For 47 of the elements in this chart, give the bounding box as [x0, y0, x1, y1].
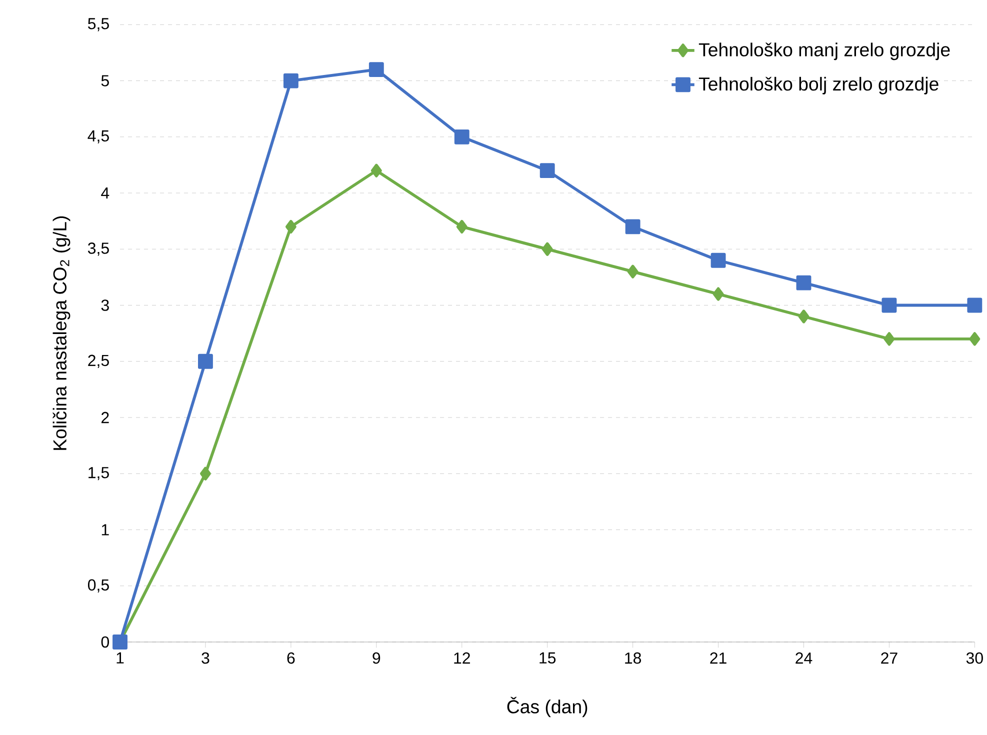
y-tick-label: 5,5 — [88, 18, 109, 32]
point — [625, 219, 640, 234]
point — [967, 298, 982, 313]
legend-label: Tehnološko bolj zrelo grozdje — [698, 76, 938, 94]
x-tick-label: 9 — [372, 652, 380, 664]
x-tick-label: 24 — [796, 652, 812, 664]
y-tick-label: 4 — [101, 188, 110, 199]
point — [283, 73, 298, 88]
y-tick-label: 4,5 — [88, 130, 109, 144]
point — [627, 264, 638, 278]
point — [712, 287, 724, 301]
x-tick-label: 30 — [966, 652, 983, 664]
point — [456, 220, 468, 234]
y-tick-label: 1 — [102, 524, 109, 536]
point — [454, 129, 470, 144]
point — [540, 163, 555, 178]
point — [542, 242, 553, 256]
x-tick-label: 18 — [625, 652, 642, 664]
y-tick-label: 0 — [101, 636, 109, 648]
x-tick-label: 15 — [540, 652, 556, 664]
point — [368, 62, 384, 78]
point — [370, 164, 382, 178]
y-tick-label: 5 — [101, 75, 109, 86]
point — [884, 332, 895, 346]
y-axis-title: Količina nastalega CO$_{2}$ (g/L) — [52, 216, 70, 450]
x-tick-label: 27 — [881, 652, 898, 664]
legend-label: Tehnološko manj zrelo grozdje — [698, 42, 950, 60]
point — [285, 220, 296, 234]
point — [200, 466, 211, 480]
point — [882, 298, 897, 313]
y-tick-label: 3,5 — [88, 242, 109, 256]
y-tick-label: 0,5 — [88, 579, 109, 592]
point — [798, 310, 810, 324]
x-tick-label: 6 — [287, 652, 295, 664]
x-axis-title: Čas (dan) — [507, 696, 588, 718]
y-tick-label: 3 — [101, 300, 109, 311]
y-tick-label: 2 — [101, 412, 109, 424]
point — [796, 275, 812, 290]
x-tick-label: 3 — [202, 652, 210, 664]
x-tick-label: 21 — [710, 652, 726, 664]
point — [710, 252, 726, 268]
point — [969, 332, 980, 346]
point — [198, 354, 213, 369]
x-tick-label: 12 — [454, 652, 470, 664]
y-tick-label: 2,5 — [88, 354, 109, 368]
x-tick-label: 1 — [116, 652, 124, 664]
y-tick-label: 1,5 — [88, 467, 109, 480]
